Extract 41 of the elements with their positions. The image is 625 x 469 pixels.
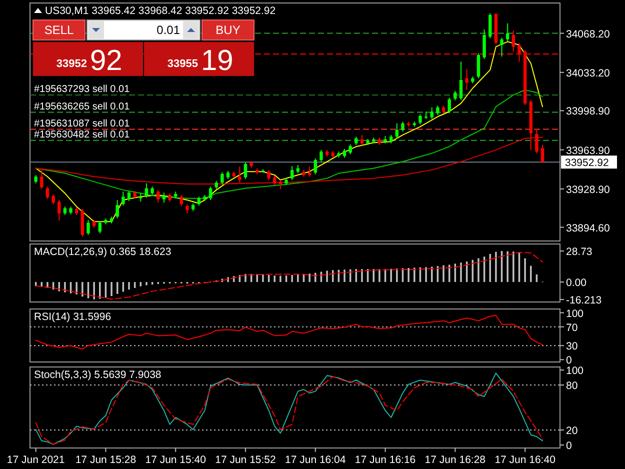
chart-title: US30,M1 33965.42 33968.42 33952.92 33952.92 bbox=[45, 5, 276, 17]
x-tick-label: 17 Jun 16:16 bbox=[354, 454, 416, 466]
x-tick-label: 17 Jun 15:28 bbox=[75, 454, 136, 466]
y-tick-label: 100 bbox=[566, 308, 584, 320]
y-tick-label: 0 bbox=[566, 354, 572, 367]
annotation: 92 bbox=[90, 45, 122, 77]
ref-line-label: #195637293 sell 0.01 bbox=[34, 84, 130, 95]
ref-line-label: 33952.92 bbox=[565, 157, 609, 170]
x-tick-label: 17 Jun 2021 bbox=[6, 454, 65, 466]
annotation: 33952 bbox=[56, 58, 87, 70]
chart-title: MACD(12,26,9) 0.365 18.623 bbox=[34, 246, 172, 258]
y-tick-label: 80 bbox=[566, 380, 578, 392]
annotation: SELL bbox=[44, 23, 74, 37]
annotation: BUY bbox=[216, 23, 240, 37]
y-tick-label: 70 bbox=[566, 322, 578, 334]
chart-title: RSI(14) 31.5996 bbox=[34, 311, 112, 323]
ref-line-label: #195636265 sell 0.01 bbox=[34, 101, 130, 112]
y-tick-label: 33963.90 bbox=[566, 144, 610, 157]
annotation: 19 bbox=[201, 45, 234, 77]
y-tick-label: 20 bbox=[566, 425, 578, 437]
y-tick-label: 34033.20 bbox=[566, 67, 610, 80]
y-tick-label: 30 bbox=[566, 340, 578, 353]
y-tick-label: 33998.90 bbox=[566, 106, 610, 118]
x-tick-label: 17 Jun 15:40 bbox=[145, 454, 206, 466]
y-tick-label: 0.00 bbox=[566, 277, 587, 290]
y-tick-label: 28.73 bbox=[566, 246, 592, 258]
annotation: 0.01 bbox=[156, 23, 180, 37]
x-tick-label: 17 Jun 16:40 bbox=[494, 454, 556, 466]
y-tick-label: 34068.20 bbox=[566, 28, 610, 40]
y-tick-label: 33894.60 bbox=[566, 222, 610, 234]
y-tick-label: 100 bbox=[566, 365, 584, 377]
y-tick-label: 0 bbox=[566, 440, 572, 452]
y-tick-label: 33928.90 bbox=[566, 184, 610, 196]
y-tick-label: -16.213 bbox=[566, 294, 602, 307]
x-tick-label: 17 Jun 16:28 bbox=[424, 454, 486, 466]
annotation: 33955 bbox=[167, 58, 198, 70]
chart-title: Stoch(5,3,3) 5.5639 7.9038 bbox=[34, 369, 162, 381]
ref-line-label: #195631087 sell 0.01 bbox=[34, 118, 130, 130]
ref-line-label: #195630482 sell 0.01 bbox=[34, 129, 130, 140]
x-tick-label: 17 Jun 16:04 bbox=[285, 454, 346, 466]
x-tick-label: 17 Jun 15:52 bbox=[215, 454, 276, 466]
